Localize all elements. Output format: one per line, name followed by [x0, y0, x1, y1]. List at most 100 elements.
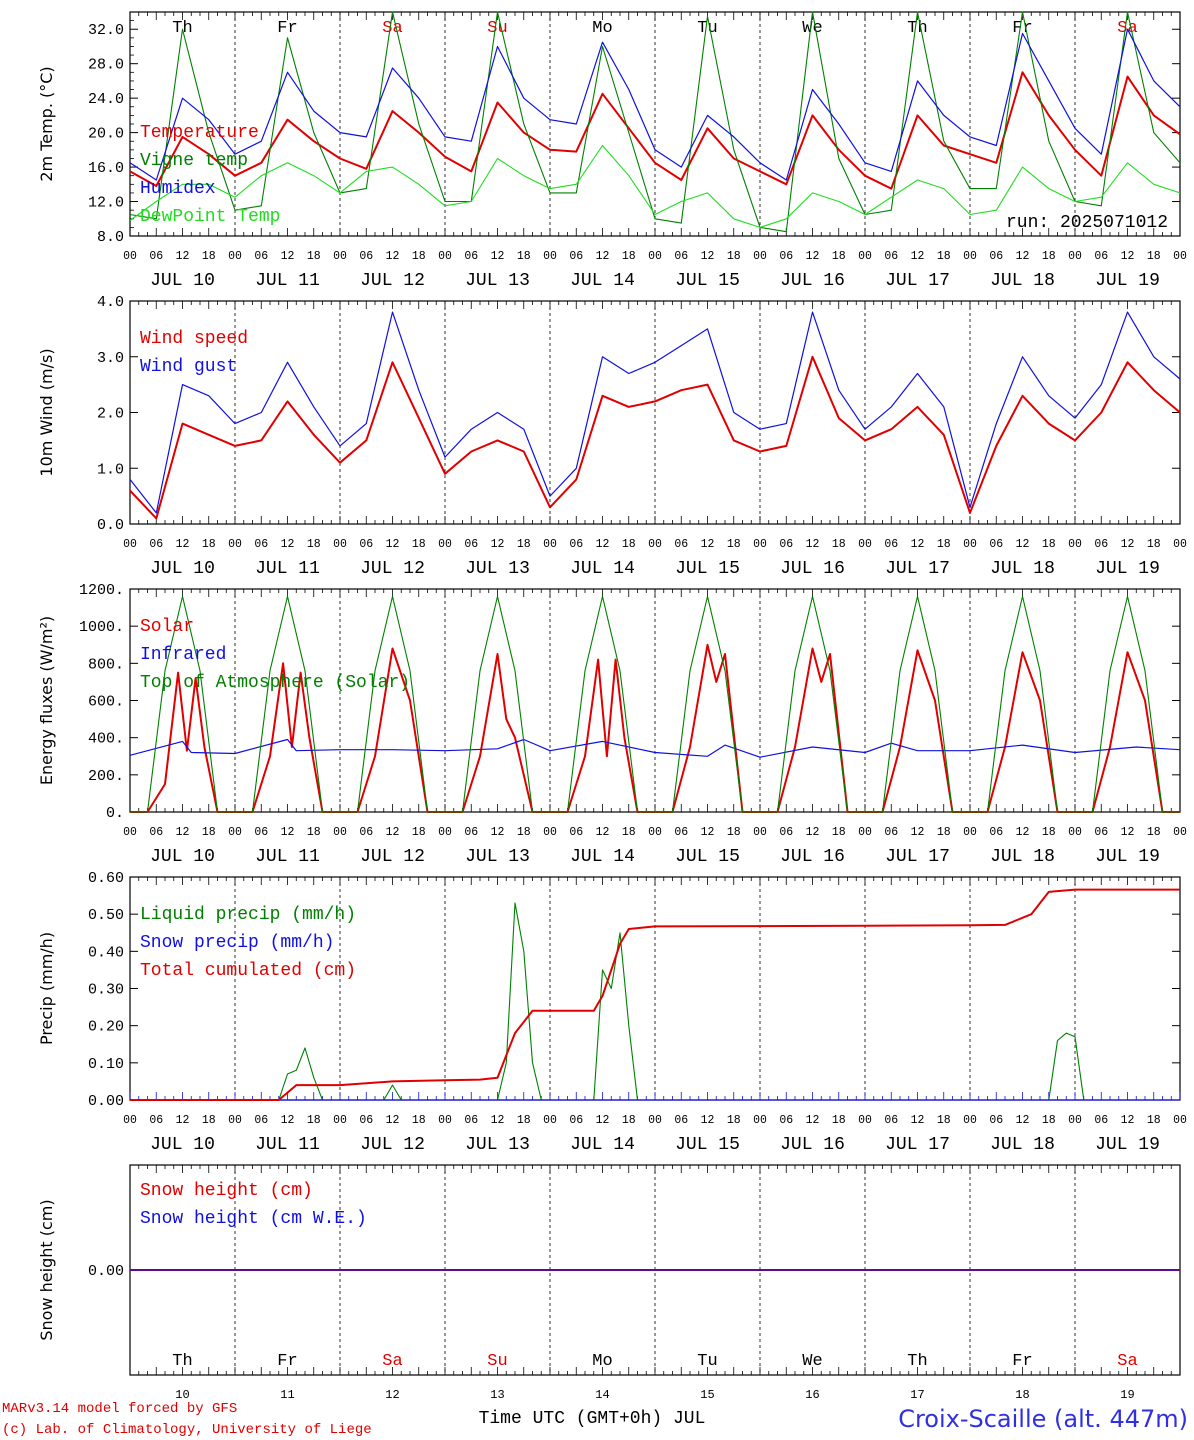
hour-tick-label: 18: [937, 250, 951, 263]
date-label: JUL 13: [465, 559, 530, 579]
series-line-liquid-precip-mm-h-: [130, 902, 1180, 1101]
panel-3: 0. 200. 400. 600. 800. 1000. 1200. Energy fluxe…: [37, 582, 1187, 867]
hour-tick-label: 12: [1121, 538, 1135, 551]
y-tick-label: 2.0: [97, 406, 124, 423]
panel-2: 0.0 1.0 2.0 3.0 4.0 10m Wind (m/s) 00 06 12 18 JUL…: [37, 294, 1187, 579]
hour-tick-label: 12: [491, 538, 505, 551]
hour-tick-label: 18: [1042, 538, 1056, 551]
series-line-humidex: [129, 28, 1181, 181]
hour-tick-label: 18: [307, 250, 321, 263]
hour-tick-label: 12: [596, 826, 610, 839]
hour-tick-label: 12: [1016, 538, 1030, 551]
hour-tick-label: 12: [176, 538, 190, 551]
day-abbr-label: Su: [487, 19, 507, 38]
y-tick-label: 16.0: [88, 160, 124, 177]
date-label: JUL 17: [885, 559, 950, 579]
hour-tick-label: 06: [569, 538, 583, 551]
y-tick-label: 3.0: [97, 350, 124, 367]
day-abbr-label: Fr: [277, 19, 297, 38]
day-number-label: 13: [490, 1388, 504, 1402]
day-abbr-label: Th: [172, 19, 192, 38]
footer-model-label: MARv3.14 model forced by GFS: [2, 1401, 237, 1417]
hour-tick-label: 00: [438, 250, 452, 263]
hour-tick-label: 12: [281, 538, 295, 551]
hour-tick-label: 18: [517, 826, 531, 839]
hour-tick-label: 18: [307, 826, 321, 839]
hour-tick-label: 06: [359, 1114, 373, 1127]
hour-tick-label: 12: [911, 1114, 925, 1127]
hour-tick-label: 12: [491, 826, 505, 839]
hour-tick-label: 00: [543, 826, 557, 839]
legend-entry: Infrared: [140, 645, 226, 665]
hour-tick-label: 18: [1042, 250, 1056, 263]
legend-entry: Total cumulated (cm): [140, 961, 356, 981]
day-number-label: 10: [175, 1388, 189, 1402]
date-label: JUL 19: [1095, 1135, 1160, 1155]
hour-tick-label: 00: [1173, 1114, 1187, 1127]
panel-1: 8.0 12.0 16.0 20.0 24.0 28.0 32.0 2m Temp. (°C)…: [37, 11, 1187, 291]
date-label: JUL 16: [780, 559, 845, 579]
day-abbr-label: Mo: [592, 1352, 612, 1371]
panel-5: 0.00 Snow height (cm) Th 10 Fr 11 Sa 12 Su 13 Mo 14…: [37, 1164, 1181, 1402]
plot-frame: [129, 11, 1181, 237]
hour-tick-label: 06: [254, 1114, 268, 1127]
hour-tick-label: 18: [727, 250, 741, 263]
hour-tick-label: 00: [438, 826, 452, 839]
date-label: JUL 18: [990, 847, 1055, 867]
day-abbr-label: Tu: [697, 19, 717, 38]
hour-tick-label: 06: [569, 1114, 583, 1127]
hour-tick-label: 12: [386, 1114, 400, 1127]
hour-tick-label: 12: [701, 538, 715, 551]
hour-tick-label: 12: [596, 538, 610, 551]
date-label: JUL 19: [1095, 559, 1160, 579]
series-line-temperature: [129, 71, 1181, 190]
y-tick-label: 1200.: [79, 582, 124, 599]
day-abbr-label: We: [802, 1352, 822, 1371]
series-line-dewpoint-temp: [129, 144, 1181, 228]
y-tick-label: 200.: [88, 768, 124, 785]
hour-tick-label: 00: [963, 826, 977, 839]
y-axis-label: 10m Wind (m/s): [37, 348, 56, 476]
hour-tick-label: 00: [1068, 1114, 1082, 1127]
time-axis-label: Time UTC (GMT+0h) JUL: [479, 1409, 706, 1429]
hour-tick-label: 06: [149, 538, 163, 551]
date-label: JUL 15: [675, 1135, 740, 1155]
y-tick-label: 8.0: [97, 229, 124, 246]
legend-entry: Snow height (cm): [140, 1181, 313, 1201]
date-label: JUL 11: [255, 271, 320, 291]
series-line-wind-gust: [129, 311, 1181, 514]
date-label: JUL 10: [150, 1135, 215, 1155]
legend-entry: Wind gust: [140, 357, 237, 377]
hour-tick-label: 06: [779, 826, 793, 839]
hour-tick-label: 12: [1121, 250, 1135, 263]
hour-tick-label: 12: [596, 1114, 610, 1127]
hour-tick-label: 06: [464, 1114, 478, 1127]
day-abbr-label: Sa: [382, 19, 402, 38]
y-tick-label: 0.00: [88, 1263, 124, 1280]
legend-entry: Vigne temp: [140, 151, 248, 171]
hour-tick-label: 00: [438, 1114, 452, 1127]
date-label: JUL 13: [465, 847, 530, 867]
hour-tick-label: 00: [1068, 826, 1082, 839]
hour-tick-label: 18: [1042, 826, 1056, 839]
hour-tick-label: 06: [674, 538, 688, 551]
date-label: JUL 16: [780, 271, 845, 291]
hour-tick-label: 00: [543, 1114, 557, 1127]
hour-tick-label: 06: [989, 826, 1003, 839]
hour-tick-label: 00: [963, 538, 977, 551]
hour-tick-label: 12: [701, 826, 715, 839]
hour-tick-label: 12: [596, 250, 610, 263]
date-label: JUL 17: [885, 271, 950, 291]
hour-tick-label: 12: [176, 250, 190, 263]
hour-tick-label: 18: [202, 1114, 216, 1127]
hour-tick-label: 12: [386, 826, 400, 839]
y-tick-label: 0.10: [88, 1056, 124, 1073]
legend-entry: DewPoint Temp: [140, 207, 280, 227]
hour-tick-label: 06: [254, 826, 268, 839]
series-line-wind-speed: [129, 355, 1181, 520]
hour-tick-label: 06: [254, 538, 268, 551]
hour-tick-label: 06: [359, 826, 373, 839]
date-label: JUL 16: [780, 1135, 845, 1155]
hour-tick-label: 12: [1016, 826, 1030, 839]
